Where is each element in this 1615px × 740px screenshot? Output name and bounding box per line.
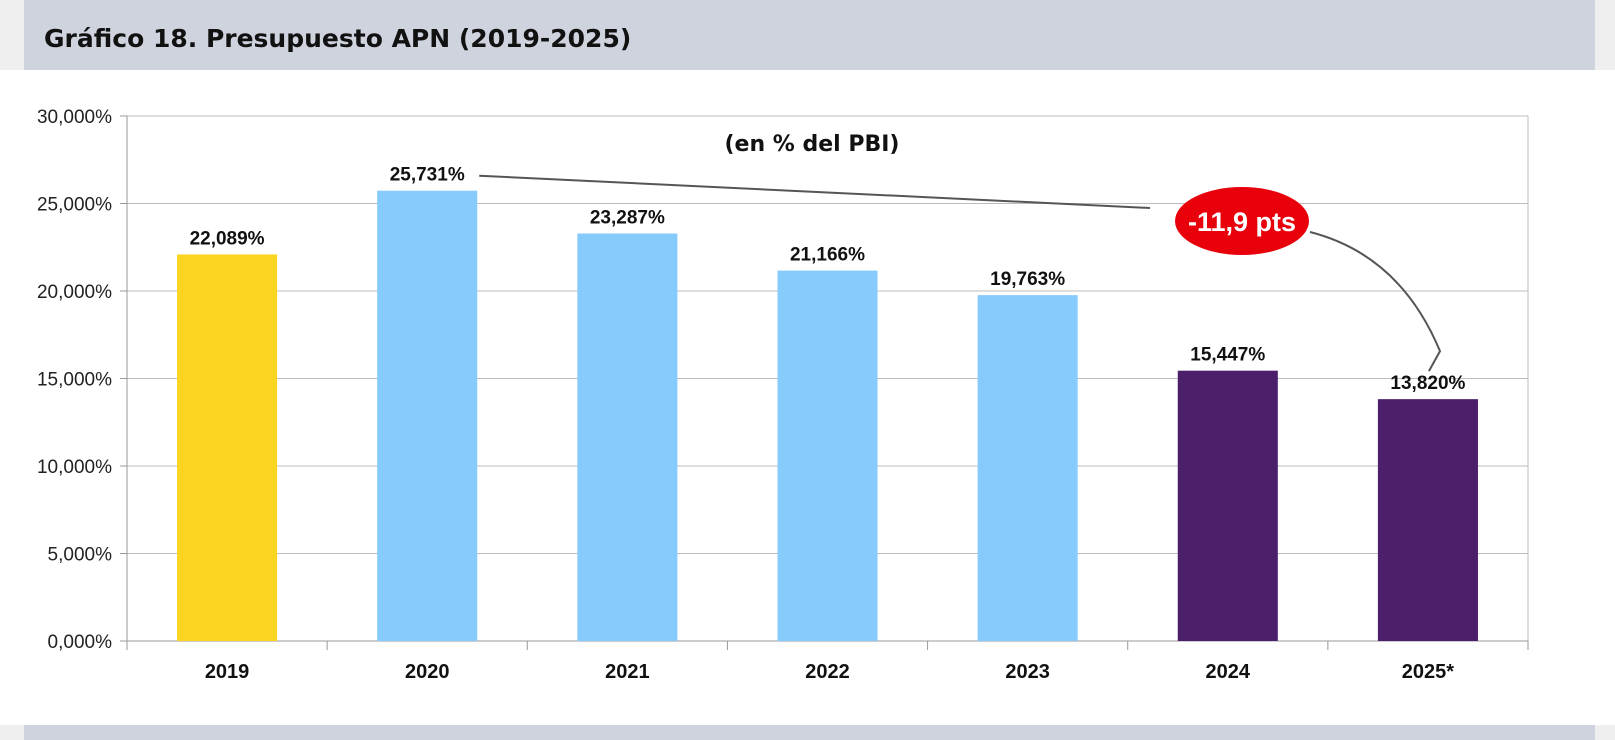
x-tick-label: 2023 (1005, 661, 1050, 683)
bar-chart: 0,000% 5,000% 10,000% 15,000% 20,000% 25,000%… (37, 107, 1529, 683)
data-label: 21,166% (790, 245, 865, 266)
x-tick-label: 2020 (405, 661, 450, 683)
bar-2024 (1177, 370, 1278, 641)
data-label: 19,763% (990, 269, 1065, 290)
x-tick-label: 2024 (1206, 661, 1251, 683)
bar-2025* (1377, 399, 1478, 641)
y-tick-label: 0,000% (48, 632, 113, 653)
x-tick-label: 2019 (205, 661, 250, 683)
y-tick-label: 20,000% (37, 282, 112, 303)
annotation-connector (479, 174, 1442, 372)
y-tick-label: 25,000% (37, 195, 112, 216)
bar-2022 (777, 270, 878, 641)
annotation-label: -11,9 pts (1188, 207, 1296, 237)
chart-title: Gráfico 18. Presupuesto APN (2019-2025) (44, 24, 632, 53)
data-label: 13,820% (1390, 373, 1465, 394)
x-tick-label: 2022 (805, 661, 850, 683)
chart-subtitle: (en % del PBI) (724, 132, 899, 157)
bar-2020 (377, 190, 478, 641)
data-label: 25,731% (390, 165, 465, 186)
title-bar: Gráfico 18. Presupuesto APN (2019-2025) (24, 0, 1595, 70)
bar-2019 (177, 254, 278, 641)
annotation-bubble (1175, 187, 1309, 255)
chart-panel: 0,000% 5,000% 10,000% 15,000% 20,000% 25,000%… (0, 70, 1615, 725)
y-tick-label: 10,000% (37, 457, 112, 478)
bar-2021 (577, 233, 678, 642)
bottom-bar (24, 725, 1595, 740)
data-label: 15,447% (1190, 345, 1265, 366)
y-tick-label: 15,000% (37, 370, 112, 391)
x-tick-label: 2025* (1402, 661, 1454, 683)
x-tick-label: 2021 (605, 661, 650, 683)
data-label: 22,089% (190, 228, 265, 249)
y-tick-label: 5,000% (48, 545, 113, 566)
data-label: 23,287% (590, 207, 665, 228)
y-tick-label: 30,000% (37, 107, 112, 128)
bar-2023 (977, 295, 1078, 641)
